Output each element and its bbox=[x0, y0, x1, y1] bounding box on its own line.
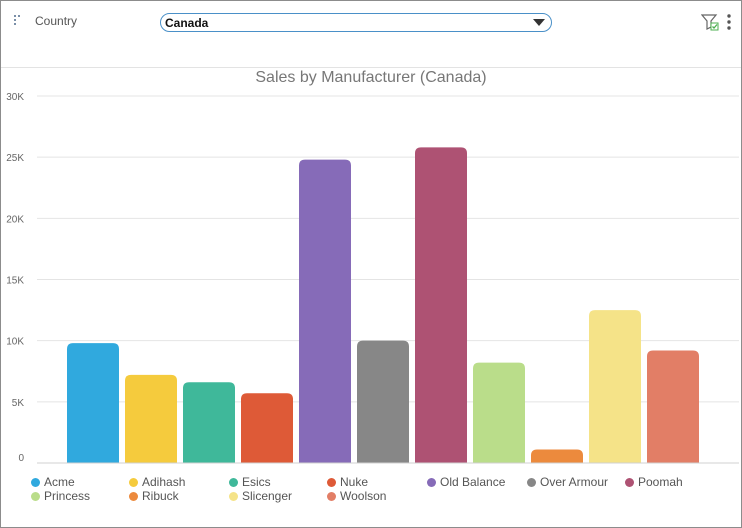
bar-esics[interactable] bbox=[183, 382, 235, 463]
legend-swatch bbox=[129, 492, 138, 501]
country-filter-label: Country bbox=[35, 14, 78, 28]
bar-princess[interactable] bbox=[473, 362, 525, 463]
legend-item-acme[interactable]: Acme bbox=[31, 475, 75, 489]
caret-down-icon bbox=[533, 19, 545, 26]
legend-item-nuke[interactable]: Nuke bbox=[327, 475, 368, 489]
legend-item-over-armour[interactable]: Over Armour bbox=[527, 475, 608, 489]
bar-over-armour[interactable] bbox=[357, 340, 409, 463]
legend-swatch bbox=[129, 478, 138, 487]
legend-swatch bbox=[31, 478, 40, 487]
vertical-ellipsis-icon[interactable] bbox=[724, 13, 734, 31]
chart-legend: Acme Adihash Esics Nuke Old Balance Over Armo… bbox=[31, 475, 731, 515]
bar-slicenger[interactable] bbox=[589, 310, 641, 463]
legend-label: Slicenger bbox=[242, 489, 293, 503]
legend-label: Ribuck bbox=[142, 489, 179, 503]
y-tick-label: 15K bbox=[6, 276, 24, 287]
bar-old-balance[interactable] bbox=[299, 159, 351, 463]
bar-ribuck[interactable] bbox=[531, 449, 583, 463]
legend-swatch bbox=[229, 492, 238, 501]
y-tick-label: 25K bbox=[6, 153, 24, 164]
legend-swatch bbox=[229, 478, 238, 487]
bar-adihash[interactable] bbox=[125, 374, 177, 463]
legend-label: Princess bbox=[44, 489, 91, 503]
bar-acme[interactable] bbox=[67, 343, 119, 463]
legend-swatch bbox=[427, 478, 436, 487]
legend-item-old-balance[interactable]: Old Balance bbox=[427, 475, 505, 489]
legend-item-princess[interactable]: Princess bbox=[31, 489, 90, 503]
legend-item-poomah[interactable]: Poomah bbox=[625, 475, 683, 489]
bar-chart: 0 5K 10K 15K 20K 25K 30K bbox=[6, 92, 739, 464]
legend-item-adihash[interactable]: Adihash bbox=[129, 475, 185, 489]
y-tick-label: 0 bbox=[18, 453, 24, 464]
legend-label: Old Balance bbox=[440, 475, 506, 489]
y-tick-label: 20K bbox=[6, 214, 24, 225]
legend-swatch bbox=[327, 478, 336, 487]
country-dropdown[interactable]: Canada bbox=[160, 13, 552, 32]
legend-label: Poomah bbox=[638, 475, 683, 489]
legend-item-slicenger[interactable]: Slicenger bbox=[229, 489, 292, 503]
bar-nuke[interactable] bbox=[241, 393, 293, 463]
legend-swatch bbox=[527, 478, 536, 487]
legend-swatch bbox=[31, 492, 40, 501]
legend-label: Adihash bbox=[142, 475, 186, 489]
chart-title: Sales by Manufacturer (Canada) bbox=[255, 69, 487, 86]
drag-handle-icon[interactable] bbox=[13, 15, 23, 27]
legend-label: Acme bbox=[44, 475, 75, 489]
legend-swatch bbox=[625, 478, 634, 487]
legend-label: Woolson bbox=[340, 489, 387, 503]
y-tick-label: 5K bbox=[12, 398, 25, 409]
legend-item-ribuck[interactable]: Ribuck bbox=[129, 489, 179, 503]
filter-bar: Country Canada bbox=[1, 1, 741, 68]
legend-label: Nuke bbox=[340, 475, 369, 489]
filter-check-icon[interactable] bbox=[701, 13, 719, 31]
legend-item-esics[interactable]: Esics bbox=[229, 475, 271, 489]
legend-swatch bbox=[327, 492, 336, 501]
bar-poomah[interactable] bbox=[415, 147, 467, 463]
country-dropdown-value: Canada bbox=[165, 16, 209, 30]
y-tick-label: 30K bbox=[6, 92, 24, 103]
chart-area: 0 5K 10K 15K 20K 25K 30K Sales by Manufacturer… bbox=[1, 67, 741, 527]
legend-label: Esics bbox=[242, 475, 271, 489]
legend-item-woolson[interactable]: Woolson bbox=[327, 489, 386, 503]
y-tick-label: 10K bbox=[6, 337, 24, 348]
bar-woolson[interactable] bbox=[647, 350, 699, 463]
legend-label: Over Armour bbox=[540, 475, 609, 489]
